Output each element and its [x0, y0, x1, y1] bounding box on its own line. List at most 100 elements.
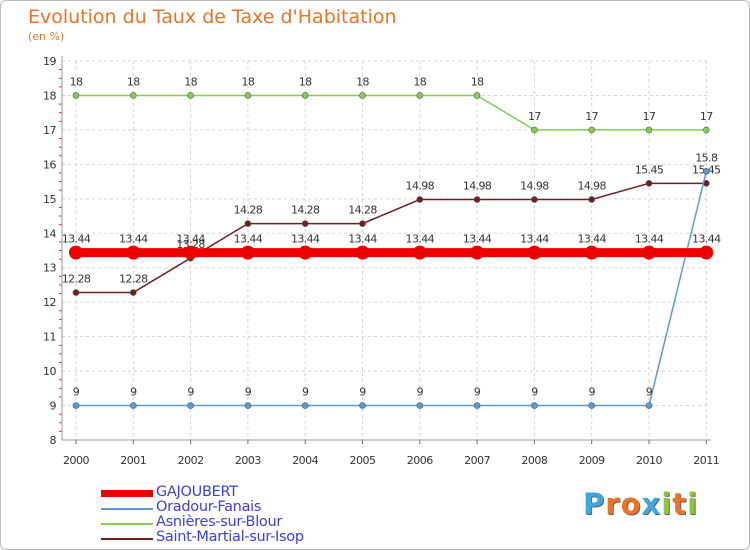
- data-point: [298, 245, 313, 260]
- data-label: 18: [299, 75, 312, 88]
- data-point: [642, 245, 656, 260]
- data-point: [183, 245, 198, 260]
- legend-label: GAJOUBERT: [156, 484, 238, 500]
- data-point: [244, 402, 252, 409]
- data-label: 13.44: [176, 233, 205, 246]
- data-label: 9: [531, 386, 538, 399]
- data-label: 13.44: [406, 233, 435, 246]
- x-tick-label: 2000: [63, 454, 89, 467]
- data-point: [531, 402, 538, 409]
- data-point: [412, 245, 427, 260]
- chart-title: Evolution du Taux de Taxe d'Habitation: [28, 6, 397, 28]
- y-tick-label: 14: [43, 227, 56, 240]
- data-point: [359, 92, 366, 99]
- data-point: [130, 289, 137, 296]
- proxiti-logo: Proxiti: [583, 487, 698, 521]
- data-label: 18: [241, 75, 254, 88]
- data-point: [301, 402, 309, 409]
- data-label: 9: [588, 386, 595, 399]
- data-label: 18: [356, 75, 369, 88]
- data-label: 13.44: [234, 233, 263, 246]
- data-label: 17: [700, 110, 713, 123]
- y-tick-label: 15: [43, 193, 56, 206]
- data-label: 18: [471, 75, 484, 88]
- data-point: [130, 92, 137, 99]
- x-tick-label: 2004: [292, 454, 318, 467]
- y-tick-label: 16: [43, 158, 56, 171]
- data-label: 14.28: [234, 204, 263, 217]
- y-tick-label: 11: [43, 331, 56, 344]
- x-tick-label: 2001: [120, 454, 146, 467]
- data-point: [187, 92, 194, 99]
- data-point: [588, 402, 596, 409]
- data-point: [702, 126, 710, 134]
- series-line: [76, 94, 707, 131]
- legend-label: Asnières-sur-Blour: [156, 514, 283, 530]
- logo-letter: i: [661, 487, 673, 521]
- data-point: [240, 245, 255, 260]
- data-label: 13.44: [692, 233, 721, 246]
- legend-label: Saint-Martial-sur-Isop: [156, 529, 304, 545]
- data-point: [645, 126, 653, 134]
- legend-swatch: [101, 490, 153, 497]
- data-label: 13.44: [635, 233, 664, 246]
- data-point: [645, 180, 653, 187]
- data-label: 9: [359, 386, 366, 399]
- x-tick-label: 2010: [636, 454, 662, 467]
- data-label: 18: [184, 75, 197, 88]
- logo-letter: t: [672, 487, 688, 521]
- data-label: 14.28: [291, 204, 320, 217]
- data-point: [473, 92, 481, 99]
- data-point: [531, 126, 538, 134]
- data-point: [72, 92, 80, 99]
- data-point: [72, 402, 80, 409]
- x-tick-label: 2009: [579, 454, 605, 467]
- data-point: [69, 245, 83, 260]
- logo-letter: o: [620, 487, 642, 521]
- logo-letter: r: [605, 487, 621, 521]
- data-label: 14.98: [463, 180, 492, 193]
- data-point: [416, 92, 424, 99]
- logo-letter: i: [687, 487, 699, 521]
- data-label: 13.44: [577, 233, 606, 246]
- data-label: 9: [646, 386, 653, 399]
- data-label: 18: [413, 75, 426, 88]
- series-line: [76, 171, 708, 407]
- data-label: 9: [417, 386, 424, 399]
- data-point: [359, 402, 366, 409]
- x-tick-label: 2003: [235, 454, 261, 467]
- data-label: 17: [643, 110, 656, 123]
- data-label: 13.44: [348, 233, 377, 246]
- data-point: [588, 196, 596, 203]
- data-point: [584, 245, 599, 260]
- data-label: 9: [474, 386, 481, 399]
- data-label: 14.98: [577, 180, 606, 193]
- data-label: 17: [528, 110, 541, 123]
- data-label: 17: [585, 110, 598, 123]
- y-tick-label: 9: [50, 400, 57, 413]
- data-label: 13.44: [119, 233, 148, 246]
- logo-letter: x: [641, 487, 662, 521]
- y-tick-label: 18: [43, 89, 56, 102]
- x-tick-label: 2011: [693, 454, 719, 467]
- data-label: 15.8: [695, 151, 718, 164]
- data-point: [473, 402, 481, 409]
- data-point: [527, 245, 542, 260]
- data-label: 14.98: [520, 180, 549, 193]
- data-label: 9: [73, 386, 80, 399]
- x-tick-label: 2005: [350, 454, 376, 467]
- data-label: 12.28: [119, 273, 148, 286]
- data-point: [699, 245, 714, 260]
- data-point: [531, 196, 538, 203]
- legend-swatch: [101, 508, 153, 510]
- data-point: [244, 92, 252, 99]
- y-tick-label: 19: [43, 55, 56, 68]
- data-point: [470, 245, 485, 260]
- data-point: [301, 92, 309, 99]
- data-label: 13.44: [463, 233, 492, 246]
- legend-label: Oradour-Fanais: [156, 499, 262, 515]
- x-tick-label: 2008: [521, 454, 547, 467]
- data-label: 12.28: [62, 273, 91, 286]
- data-point: [244, 220, 252, 227]
- data-point: [359, 220, 366, 227]
